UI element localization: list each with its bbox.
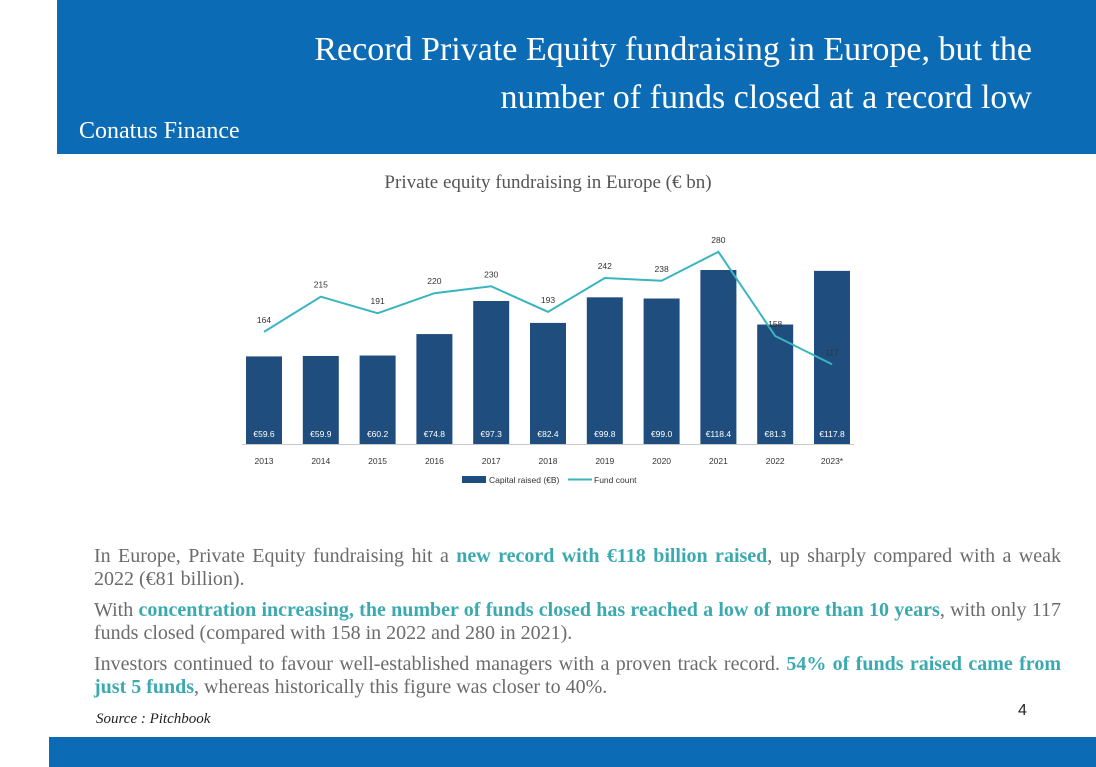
bar-label-group: €59.6 €59.9 €60.2 €74.8 €97.3 €82.4 €99.8 €99.0… [253, 429, 845, 439]
bar-value-label: €99.0 [651, 429, 673, 439]
bar-value-label: €59.6 [253, 429, 275, 439]
x-tick-label: 2017 [482, 456, 501, 466]
bar [643, 298, 680, 444]
fund-count-label: 158 [768, 319, 782, 329]
bar [473, 301, 510, 444]
bar-value-label: €97.3 [481, 429, 503, 439]
title-line-1: Record Private Equity fundraising in Eur… [314, 31, 1032, 68]
bar-value-label: €81.3 [765, 429, 787, 439]
x-tick-label: 2021 [709, 456, 728, 466]
bar [586, 297, 623, 444]
p3-highlight: 54% of funds raised came from just 5 fun… [94, 653, 1061, 698]
bar [700, 270, 737, 444]
fund-count-label: 193 [541, 295, 555, 305]
x-tick-labels: 2013 2014 2015 2016 2017 2018 2019 2020 2021 2022… [255, 456, 844, 466]
fund-count-label: 191 [371, 296, 385, 306]
fund-count-labels: 164 215 191 220 230 193 242 238 280 158 117 [257, 235, 839, 357]
x-tick-label: 2013 [255, 456, 274, 466]
chart-title: Private equity fundraising in Europe (€ … [384, 172, 712, 193]
paragraph-1: In Europe, Private Equity fundraising hi… [94, 545, 1061, 591]
bar [246, 356, 282, 444]
bar-value-label: €59.9 [310, 429, 332, 439]
bar [530, 322, 566, 444]
bar-value-label: €118.4 [706, 429, 732, 439]
p2-text-a: With [94, 599, 139, 621]
p3-text-b: , whereas historically this figure was c… [194, 676, 608, 698]
brand-name: Conatus Finance [79, 118, 240, 144]
paragraph-3: Investors continued to favour well-estab… [94, 653, 1061, 699]
p1-text-b: , up sharply compared with a weak 2022 (… [94, 545, 1061, 590]
title-line-2: number of funds closed at a record low [500, 79, 1032, 116]
legend-swatch-bar [462, 476, 486, 483]
x-tick-label: 2016 [425, 456, 444, 466]
fund-count-label: 164 [257, 315, 271, 325]
x-tick-label: 2022 [766, 456, 785, 466]
fund-count-line [263, 250, 833, 366]
bar [302, 355, 339, 444]
page-title: Record Private Equity fundraising in Eur… [152, 26, 1032, 122]
x-tick-label: 2020 [652, 456, 671, 466]
x-tick-label: 2015 [368, 456, 387, 466]
fund-count-label: 242 [598, 261, 612, 271]
page-number: 4 [1018, 702, 1027, 719]
p1-text-a: In Europe, Private Equity fundraising hi… [94, 545, 457, 567]
fund-count-label: 117 [825, 347, 839, 357]
bar [359, 355, 396, 444]
legend-label-bar: Capital raised (€B) [489, 475, 560, 485]
x-tick-label: 2023* [821, 456, 844, 466]
x-tick-label: 2019 [595, 456, 614, 466]
header-banner: Record Private Equity fundraising in Eur… [57, 0, 1096, 154]
p3-text-a: Investors continued to favour well-estab… [94, 653, 787, 675]
fund-count-label: 215 [314, 280, 328, 290]
chart: €59.6 €59.9 €60.2 €74.8 €97.3 €82.4 €99.8 €99.0… [242, 235, 854, 485]
p1-highlight: new record with €118 billion raised [456, 545, 768, 567]
bar-value-label: €74.8 [424, 429, 446, 439]
bar [757, 324, 794, 444]
bar-value-label: €60.2 [367, 429, 389, 439]
fund-count-label: 238 [655, 264, 669, 274]
fund-count-label: 230 [484, 269, 498, 279]
body-text: In Europe, Private Equity fundraising hi… [94, 545, 1061, 707]
x-tick-label: 2014 [311, 456, 330, 466]
fund-count-label: 220 [427, 276, 441, 286]
bar-value-label: €99.8 [594, 429, 616, 439]
x-tick-label: 2018 [539, 456, 558, 466]
legend-label-line: Fund count [594, 475, 637, 485]
bar-value-label: €117.8 [819, 429, 845, 439]
bar [416, 334, 453, 444]
fund-count-label: 280 [711, 235, 725, 245]
bar-group [246, 270, 850, 444]
footer-bar [49, 737, 1096, 767]
legend: Capital raised (€B) Fund count [462, 475, 637, 485]
paragraph-2: With concentration increasing, the numbe… [94, 599, 1061, 645]
source-note: Source : Pitchbook [96, 711, 211, 727]
p2-text-b: , with only 117 funds closed (compared w… [94, 599, 1061, 644]
bar-value-label: €82.4 [537, 429, 559, 439]
p2-highlight: concentration increasing, the number of … [138, 599, 940, 621]
